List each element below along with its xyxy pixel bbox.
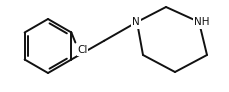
Text: N: N [131,17,139,27]
Text: Cl: Cl [77,46,87,55]
Text: NH: NH [194,17,209,27]
